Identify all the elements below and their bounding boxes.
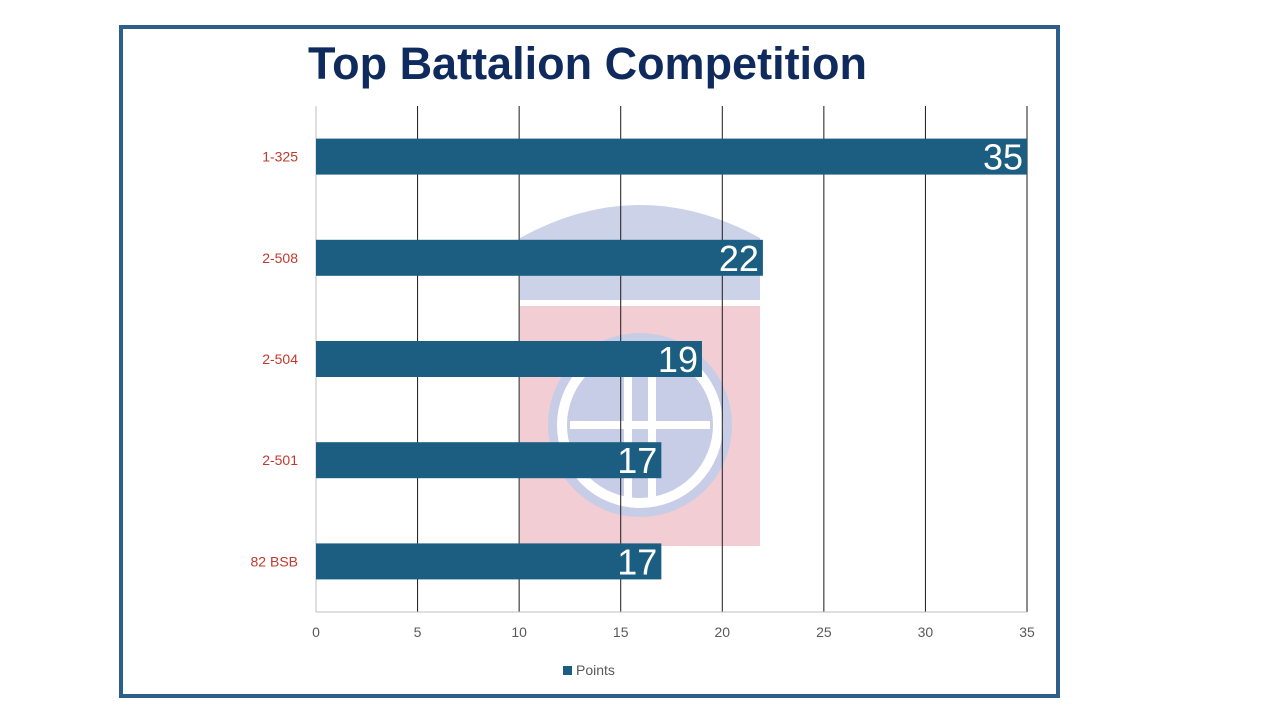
legend-label: Points [576,662,615,678]
x-tick-label: 15 [613,624,629,640]
x-tick-label: 30 [918,624,934,640]
bar-value-label: 35 [983,137,1023,178]
bar [316,442,662,479]
bar [316,239,763,276]
bar-value-label: 17 [617,440,657,481]
category-label: 1-325 [262,149,298,165]
x-tick-label: 0 [312,624,320,640]
chart-title: Top Battalion Competition [307,38,868,89]
x-tick-label: 5 [414,624,422,640]
bar [316,543,662,580]
x-tick-label: 10 [511,624,527,640]
x-tick-label: 20 [714,624,730,640]
category-label: 2-504 [262,351,298,367]
bar-value-label: 22 [719,238,759,279]
bar-value-label: 19 [658,339,698,380]
x-tick-label: 35 [1019,624,1035,640]
legend-swatch [563,666,572,675]
chart-frame [119,25,1060,698]
category-label: 2-501 [262,452,298,468]
bar [316,341,702,377]
category-label: 82 BSB [251,553,298,569]
bar-value-label: 17 [617,541,657,582]
x-tick-label: 25 [816,624,832,640]
bar [316,138,1027,175]
category-label: 2-508 [262,250,298,266]
chart-legend: Points [563,662,615,678]
